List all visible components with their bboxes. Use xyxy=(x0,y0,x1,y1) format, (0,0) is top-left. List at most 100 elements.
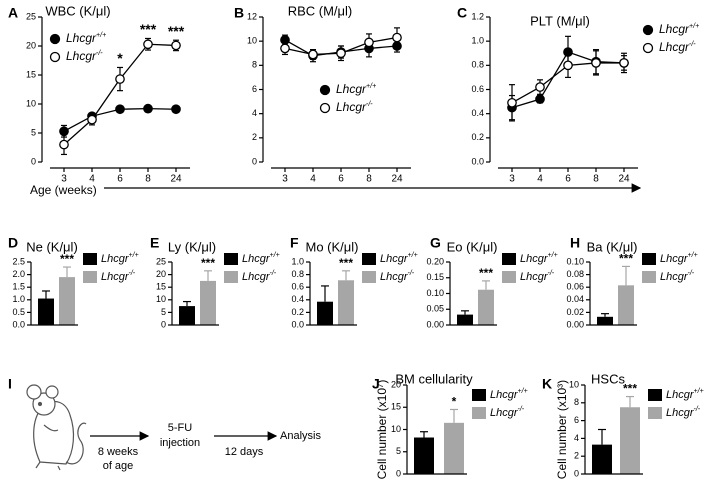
x-tick-label: 6 xyxy=(117,174,123,185)
x-tick-label: 3 xyxy=(509,174,515,185)
legend-swatch xyxy=(224,253,238,265)
y-tick-label: 0.5 xyxy=(12,307,25,317)
y-tick-label: 0.6 xyxy=(291,282,304,292)
y-tick-label: 10 xyxy=(569,379,579,389)
y-tick-label: 0 xyxy=(161,319,166,329)
point xyxy=(591,58,601,68)
y-tick-label: 0.2 xyxy=(291,307,304,317)
x-tick-label: 4 xyxy=(310,174,316,185)
bar xyxy=(457,314,473,325)
x-tick-label: 4 xyxy=(537,174,543,185)
significance: *** xyxy=(623,382,637,396)
y-tick-label: 15 xyxy=(391,402,401,412)
bar xyxy=(444,422,464,474)
y-tick-label: 0.4 xyxy=(471,108,484,118)
chart-title: Mo (K/μl) xyxy=(306,239,359,254)
legend-marker xyxy=(49,51,61,63)
point xyxy=(59,126,69,137)
panel-letter: C xyxy=(457,5,467,21)
point xyxy=(143,39,153,50)
y-tick-label: 0.0 xyxy=(291,319,304,329)
y-axis-label: Cell number (x10³) xyxy=(555,380,569,479)
y-tick-label: 5 xyxy=(396,446,401,456)
legend-marker xyxy=(319,84,331,96)
legend-label: Lhcgr+/+ xyxy=(380,252,418,265)
y-tick-label: 6 xyxy=(574,415,579,425)
legend-swatch xyxy=(502,253,516,265)
y-tick-label: 1.0 xyxy=(12,294,25,304)
bar xyxy=(597,316,613,325)
legend-swatch xyxy=(642,253,656,265)
bar xyxy=(478,289,494,325)
legend-label: Lhcgr+/+ xyxy=(101,252,139,265)
y-tick-label: 5 xyxy=(31,127,36,137)
significance: *** xyxy=(140,21,157,37)
x-tick-label: 3 xyxy=(282,174,288,185)
legend-label: Lhcgr+/+ xyxy=(242,252,280,265)
y-tick-label: 0.04 xyxy=(566,294,584,304)
x-tick-label: 6 xyxy=(565,174,571,185)
legend-swatch xyxy=(472,389,486,401)
panel-letter: J xyxy=(372,376,380,392)
significance: * xyxy=(452,395,457,409)
significance: *** xyxy=(339,256,353,270)
point xyxy=(280,35,290,45)
y-tick-label: 0.20 xyxy=(426,256,444,266)
x-tick-label: 24 xyxy=(618,174,630,185)
panel-letter: B xyxy=(234,5,244,21)
y-tick-label: 2 xyxy=(252,132,257,142)
y-tick-label: 0.02 xyxy=(566,307,584,317)
bar xyxy=(38,298,54,325)
legend-marker xyxy=(642,42,654,54)
legend-swatch xyxy=(648,389,662,401)
point xyxy=(87,114,97,125)
legend-swatch xyxy=(362,271,376,283)
y-tick-label: 0.08 xyxy=(566,269,584,279)
y-tick-label: 0.10 xyxy=(426,288,444,298)
x-tick-label: 8 xyxy=(366,174,372,185)
panel-letter: H xyxy=(570,235,580,251)
legend-label: Lhcgr+/+ xyxy=(66,31,106,45)
legend-label: Lhcgr+/+ xyxy=(520,252,558,265)
y-tick-label: 1.0 xyxy=(291,256,304,266)
legend-label: Lhcgr-/- xyxy=(659,40,696,54)
step-label: 12 days xyxy=(225,446,264,458)
point xyxy=(115,74,125,84)
y-tick-label: 1.0 xyxy=(471,36,484,46)
significance: * xyxy=(117,50,123,66)
point xyxy=(535,94,545,105)
point xyxy=(392,41,402,51)
legend-swatch xyxy=(472,407,486,419)
legend-label: Lhcgr+/+ xyxy=(490,388,528,401)
bar xyxy=(200,280,216,325)
legend-label: Lhcgr-/- xyxy=(666,406,701,419)
bar xyxy=(620,407,640,474)
legend-swatch xyxy=(642,271,656,283)
legend-label: Lhcgr+/+ xyxy=(659,22,699,36)
y-tick-label: 10 xyxy=(247,36,257,46)
y-tick-label: 0.4 xyxy=(291,294,304,304)
y-tick-label: 8 xyxy=(574,397,579,407)
y-tick-label: 20 xyxy=(26,40,36,50)
bar xyxy=(179,306,195,325)
point xyxy=(535,82,545,92)
panel-letter: K xyxy=(542,376,552,392)
chart-title: Ba (K/μl) xyxy=(587,239,638,254)
point xyxy=(308,49,318,60)
legend-swatch xyxy=(224,271,238,283)
y-tick-label: 0 xyxy=(396,468,401,478)
step-label: 5-FU xyxy=(168,422,193,434)
significance: *** xyxy=(619,252,633,266)
step-label: of age xyxy=(103,460,134,472)
y-tick-label: 10 xyxy=(156,294,166,304)
panel-letter: E xyxy=(150,235,159,251)
y-tick-label: 0.0 xyxy=(12,319,25,329)
y-tick-label: 1.2 xyxy=(471,11,484,21)
y-tick-label: 8 xyxy=(252,60,257,70)
x-tick-label: 8 xyxy=(593,174,599,185)
legend-swatch xyxy=(83,253,97,265)
y-tick-label: 0.00 xyxy=(566,319,584,329)
bar xyxy=(59,277,75,325)
legend-swatch xyxy=(83,271,97,283)
y-tick-label: 0.2 xyxy=(471,132,484,142)
